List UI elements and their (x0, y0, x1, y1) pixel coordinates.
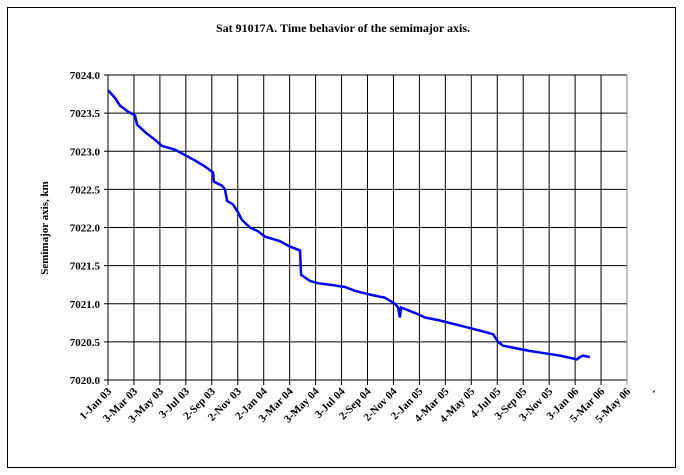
x-tick-label: - (648, 385, 659, 396)
y-tick-label: 7022.0 (70, 223, 101, 235)
chart-title: Sat 91017A. Time behavior of the semimaj… (216, 21, 470, 35)
y-tick-label: 7020.5 (70, 337, 101, 349)
y-tick-label: 7021.0 (70, 299, 101, 311)
y-tick-label: 7024.0 (70, 70, 101, 82)
y-tick-label: 7021.5 (70, 261, 101, 273)
y-tick-label: 7023.0 (70, 146, 101, 158)
y-tick-label: 7023.5 (70, 108, 101, 120)
y-axis-label: Semimajor axis, km (39, 181, 51, 275)
y-tick-label: 7022.5 (70, 184, 101, 196)
series-line (107, 89, 591, 361)
y-tick-label: 7020.0 (70, 375, 101, 387)
